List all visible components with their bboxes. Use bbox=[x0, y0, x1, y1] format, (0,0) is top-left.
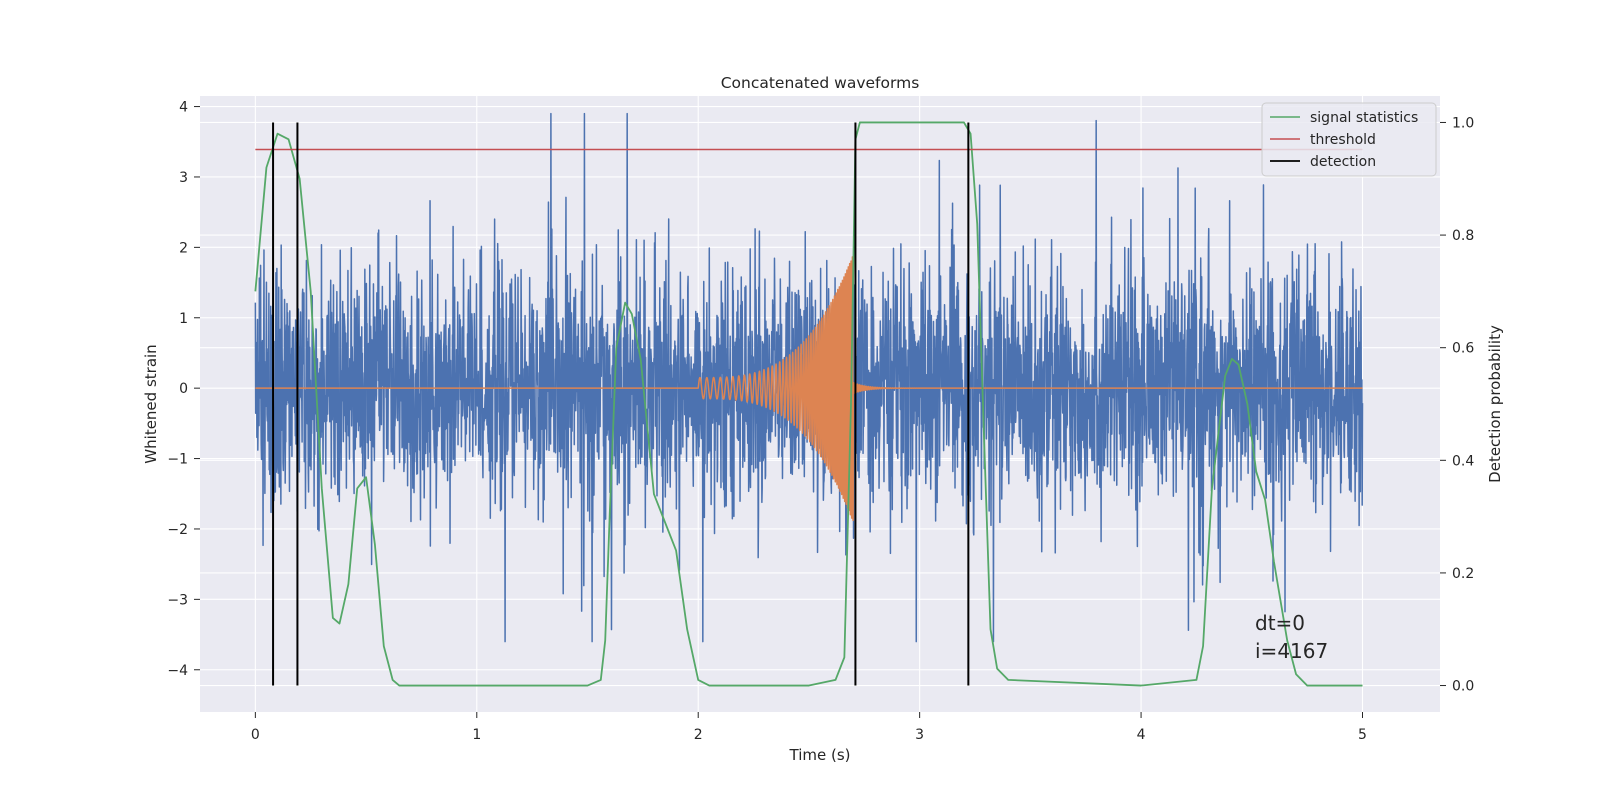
y-tick-label: −3 bbox=[167, 592, 188, 608]
x-tick-label: 4 bbox=[1137, 727, 1146, 743]
signal-statistics-line bbox=[254, 121, 1363, 687]
y-tick-label: 2 bbox=[179, 240, 188, 256]
y2-tick-label: 0.0 bbox=[1452, 679, 1474, 695]
y-tick-label: −4 bbox=[167, 663, 188, 679]
signal-statistics-series bbox=[254, 121, 1363, 687]
y2-tick-label: 0.6 bbox=[1452, 341, 1474, 357]
legend-label-threshold: threshold bbox=[1310, 132, 1376, 148]
x-tick-label: 2 bbox=[694, 727, 703, 743]
x-tick-label: 5 bbox=[1358, 727, 1367, 743]
y-tick-label: 4 bbox=[179, 100, 188, 116]
x-axis-label: Time (s) bbox=[789, 746, 851, 764]
legend-label-signal-statistics: signal statistics bbox=[1310, 110, 1418, 126]
axis-ticks: 0 1 2 3 4 5 −4 −3 −2 −1 0 1 2 3 4 0.0 0.2 0.4 0.6 0.8 1.0 bbox=[167, 100, 1474, 743]
y2-tick-label: 0.8 bbox=[1452, 228, 1474, 244]
annotation-dt: dt=0 bbox=[1255, 611, 1305, 635]
y-tick-label: −1 bbox=[167, 452, 188, 468]
chart-title: Concatenated waveforms bbox=[721, 74, 920, 92]
y2-tick-label: 1.0 bbox=[1452, 115, 1474, 131]
x-tick-label: 0 bbox=[251, 727, 260, 743]
y-tick-label: 3 bbox=[179, 170, 188, 186]
legend: signal statistics threshold detection bbox=[1261, 102, 1437, 177]
x-tick-label: 3 bbox=[915, 727, 924, 743]
legend-label-detection: detection bbox=[1310, 154, 1376, 170]
legend-box bbox=[1261, 102, 1437, 177]
y2-tick-label: 0.4 bbox=[1452, 453, 1474, 469]
detection-series bbox=[272, 122, 970, 686]
annotation: dt=0 i=4167 bbox=[1255, 611, 1328, 663]
x-tick-label: 1 bbox=[472, 727, 481, 743]
y-tick-label: 1 bbox=[179, 311, 188, 327]
annotation-i: i=4167 bbox=[1255, 639, 1328, 663]
y2-axis-label: Detection probability bbox=[1486, 325, 1504, 483]
y-axis-label: Whitened strain bbox=[142, 344, 160, 463]
y-tick-label: −2 bbox=[167, 522, 188, 538]
y2-tick-label: 0.2 bbox=[1452, 566, 1474, 582]
y-tick-label: 0 bbox=[179, 381, 188, 397]
